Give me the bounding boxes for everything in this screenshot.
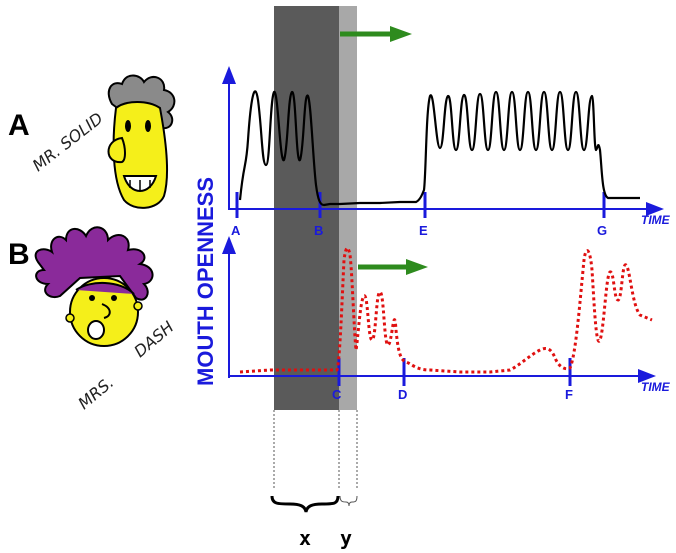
marker-f: F xyxy=(565,358,573,402)
right-arrow-icon xyxy=(358,259,428,275)
marker-label: A xyxy=(231,223,241,238)
marker-label: B xyxy=(314,223,323,238)
brace-x xyxy=(270,495,340,513)
marker-g: G xyxy=(597,192,607,238)
label-x: x xyxy=(299,526,311,550)
marker-b: B xyxy=(314,192,323,238)
speaker-b-name-part1: MRS. xyxy=(74,373,117,413)
marker-label: G xyxy=(597,223,607,238)
speaker-a-face-icon xyxy=(107,74,176,209)
y-axis-label: MOUTH OPENNESS xyxy=(193,177,218,386)
marker-label: E xyxy=(419,223,428,238)
x-axis-label-bottom: TIME xyxy=(641,380,671,394)
speaker-b-name-part2: DASH xyxy=(130,317,177,361)
speaker-b-face-icon xyxy=(34,226,154,347)
speaker-a-letter: A xyxy=(8,109,30,142)
right-arrow-icon xyxy=(340,26,412,42)
speaker-b-letter: B xyxy=(8,238,30,271)
signal-speaker-a xyxy=(238,90,640,207)
marker-a: A xyxy=(231,192,241,238)
speaker-a-name: MR. SOLID xyxy=(29,109,107,176)
brace-y xyxy=(339,495,358,507)
y-axis-bottom xyxy=(222,236,236,378)
projection-lines xyxy=(273,410,358,490)
marker-label: C xyxy=(332,387,342,402)
signal-speaker-b xyxy=(239,246,653,374)
marker-e: E xyxy=(419,192,428,238)
x-axis-top xyxy=(229,202,664,216)
label-y: y xyxy=(340,526,352,550)
x-axis-label-top: TIME xyxy=(641,213,671,227)
marker-label: D xyxy=(398,387,407,402)
marker-d: D xyxy=(398,358,407,402)
marker-label: F xyxy=(565,387,573,402)
y-axis-top xyxy=(222,66,236,210)
